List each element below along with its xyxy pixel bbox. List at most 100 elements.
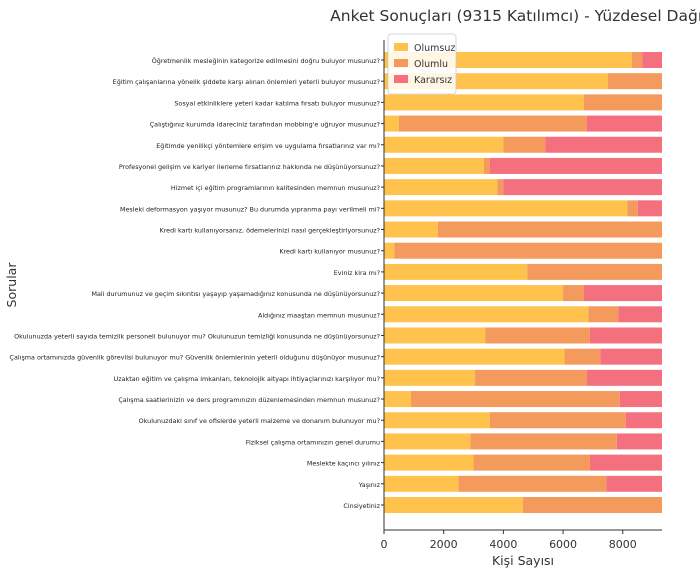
bar-olumlu [563,285,584,302]
x-tick-label: 4000 [489,538,517,551]
y-tick-label: Mali durumunuz ve geçim sıkıntısı yaşayı… [91,290,380,298]
bar-olumlu [489,412,626,429]
y-tick-label: Çalıştığınız kurumda idareciniz tarafınd… [150,121,380,129]
y-tick-label: Cinsiyetiniz [343,502,380,510]
y-tick-label: Okulunuzda yeterli sayıda temizlik perso… [14,332,380,340]
bar-olumlu [588,306,619,323]
legend-label: Olumsuz [414,43,455,54]
bar-kararsız [586,115,662,132]
bar-olumlu [631,52,643,68]
bar-olumsuz [384,497,523,513]
bar-olumsuz [384,200,628,217]
legend-swatch [394,43,408,51]
x-axis: 0 2000 4000 6000 8000 [381,530,637,551]
bar-kararsız [619,391,662,408]
bar-olumlu [473,454,590,471]
y-tick-label: Öğretmenlik mesleğinin kategorize edilme… [152,56,380,65]
y-tick-label: Çalışma saatlerinizin ve ders programını… [118,396,380,404]
y-tick-label: Fiziksel çalışma ortamınızın genel durum… [246,438,380,446]
bar-olumsuz [384,327,486,344]
bar-olumlu [522,497,662,513]
y-tick-label: Kredi kartı kullanıyor musunuz? [279,248,380,256]
y-tick-label: Meslekte kaçıncı yılınız [307,460,381,468]
bar-olumsuz [384,306,589,323]
bar-kararsız [589,327,662,344]
bar-olumlu [410,391,620,408]
bar-olumlu [607,73,662,90]
bar-olumlu [497,179,504,196]
bar-olumsuz [384,369,476,386]
x-tick-label: 2000 [430,538,458,551]
bar-olumsuz [384,475,459,492]
legend-swatch [394,59,408,67]
bar-kararsız [616,433,662,450]
bar-olumsuz [384,94,584,111]
bar-kararsız [545,136,662,153]
chart-title: Anket Sonuçları (9315 Katılımcı) - Yüzde… [330,7,700,25]
y-tick-label: Kredi kartı kullanıyorsanız, ödemelerini… [160,227,381,235]
y-tick-label: Sosyal etkinliklere yeteri kadar katılma… [174,99,380,107]
bar-kararsız [637,200,662,217]
bar-olumlu [475,369,587,386]
bar-kararsız [600,348,662,365]
bar-kararsız [503,179,662,196]
y-tick-label: Yaşınız [358,481,381,489]
bar-kararsız [618,306,662,323]
y-tick-label: Eğitimde yenilikçi yöntemlere erişim ve … [156,142,380,150]
y-tick-label: Eğitim çalışanlarına yönelik şiddete kar… [113,78,380,86]
legend-swatch [394,75,408,83]
x-tick-label: 8000 [609,538,637,551]
bar-kararsız [489,157,662,174]
bar-olumsuz [384,136,504,153]
y-tick-labels: Öğretmenlik mesleğinin kategorize edilme… [10,56,384,510]
bar-kararsız [625,412,662,429]
bar-olumsuz [384,348,565,365]
y-tick-label: Çalışma ortamınızda güvenlik görevlisi b… [10,354,380,362]
bar-olumlu [583,94,662,111]
y-tick-label: Profesyonel gelişim ve kariyer ilerleme … [119,163,380,171]
bar-olumsuz [384,285,564,302]
y-tick-label: Hizmet içi eğitim programlarının kalites… [171,184,380,192]
bar-olumsuz [384,221,438,238]
bar-olumsuz [384,263,528,280]
bar-olumlu [394,242,662,259]
bar-olumlu [485,327,590,344]
bar-olumsuz [384,157,484,174]
bar-olumlu [458,475,607,492]
bar-olumlu [564,348,601,365]
bar-olumsuz [384,179,498,196]
bars-layer [384,52,662,513]
x-tick-label: 6000 [549,538,577,551]
bar-olumsuz [384,454,474,471]
legend-label: Kararsız [414,75,452,86]
x-axis-label: Kişi Sayısı [492,553,554,568]
bar-kararsız [583,285,662,302]
bar-olumsuz [384,412,490,429]
bar-kararsız [586,369,662,386]
y-tick-label: Mesleki deformasyon yaşıyor musunuz? Bu … [120,205,380,213]
bar-olumsuz [384,433,471,450]
bar-olumlu [483,157,490,174]
bar-kararsız [606,475,662,492]
bar-kararsız [589,454,662,471]
bar-olumlu [398,115,587,132]
y-tick-label: Uzaktan eğitim ve çalışma imkanları, tek… [114,375,380,383]
legend-label: Olumlu [414,59,448,70]
y-tick-label: Eviniz kira mı? [334,269,380,277]
y-tick-label: Okulunuzdaki sınıf ve ofislerde yeterli … [139,417,380,425]
bar-olumlu [527,263,662,280]
bar-olumsuz [384,242,395,259]
bar-olumlu [503,136,546,153]
y-tick-label: Aldığınız maaştan memnun musunuz? [258,311,380,319]
y-axis-label: Sorular [4,262,19,308]
bar-olumlu [470,433,617,450]
bar-olumlu [627,200,638,217]
bar-olumlu [437,221,662,238]
bar-kararsız [642,52,662,68]
legend: Olumsuz Olumlu Kararsız [387,33,457,95]
bar-olumsuz [384,391,411,408]
x-tick-label: 0 [381,538,388,551]
bar-olumsuz [384,115,399,132]
